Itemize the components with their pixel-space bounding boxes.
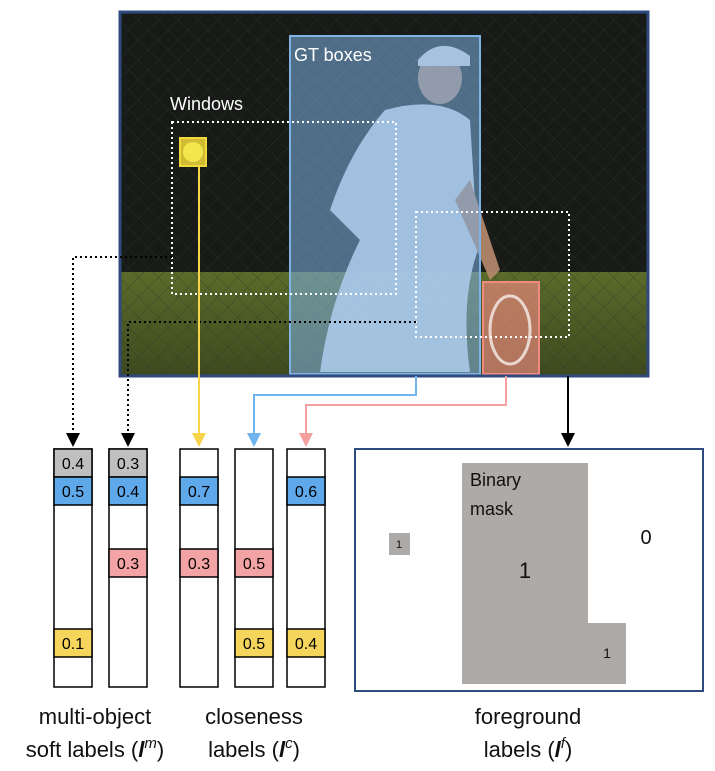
arrowhead-foreground (561, 433, 575, 447)
cell-pink (179, 548, 219, 578)
cell-gray (53, 448, 93, 478)
small-mask-racket (588, 623, 626, 684)
windows-label: Windows (170, 94, 243, 114)
caption-close-line2: labels (lc) (208, 735, 300, 762)
cell-value: 0.4 (295, 636, 317, 653)
caption-fg-line1: foreground (475, 704, 581, 729)
binary-label: Binary (470, 470, 521, 490)
cell-value: 0.4 (62, 456, 84, 473)
caption-closeness: closeness labels (lc) (205, 704, 303, 762)
arrowhead-pink (299, 433, 313, 447)
tennis-ball (183, 142, 203, 162)
background-value: 0 (640, 527, 651, 549)
cell-blue (53, 476, 93, 506)
arrowhead-multi2 (121, 433, 135, 447)
caption-close-line1: closeness (205, 704, 303, 729)
connectors (66, 166, 575, 447)
dotted-connector-window-1 (72, 256, 172, 440)
bar-multi-object-1: 0.4 0.5 0.1 (53, 448, 93, 688)
photo-frame (118, 10, 650, 378)
bar-closeness-2: 0.5 0.5 (234, 448, 274, 688)
mask-value-ball: 1 (396, 539, 402, 551)
gt-box-person (289, 35, 481, 375)
blue-connector (253, 376, 417, 437)
cell-value: 0.5 (243, 556, 265, 573)
photo-panel: GT boxes Windows (118, 10, 650, 378)
mask-value-big: 1 (519, 558, 531, 583)
cell-value: 0.4 (117, 484, 139, 501)
dotted-connector-window-2 (127, 321, 416, 440)
cell-value: 0.5 (62, 484, 84, 501)
racket-shape (488, 294, 532, 366)
binary-mask-region (462, 463, 588, 684)
cell-value: 0.3 (117, 556, 139, 573)
cell-yellow (286, 628, 326, 658)
caption-multi-line1: multi-object (39, 704, 151, 729)
bar-multi-object-2: 0.3 0.4 0.3 (108, 448, 148, 688)
window-2 (415, 211, 570, 338)
foreground-panel: Binary mask 1 0 1 1 (354, 448, 704, 692)
cell-blue (286, 476, 326, 506)
cell-value: 0.5 (243, 636, 265, 653)
mask-label: mask (470, 499, 514, 519)
cell-blue (179, 476, 219, 506)
cell-value: 0.3 (188, 556, 210, 573)
cell-pink (234, 548, 274, 578)
cell-value: 0.6 (295, 484, 317, 501)
arrowhead-blue (247, 433, 261, 447)
caption-fg-line2: labels (lf) (484, 735, 573, 762)
small-mask-ball (389, 533, 410, 555)
cell-yellow (53, 628, 93, 658)
cell-value: 0.7 (188, 484, 210, 501)
caption-foreground: foreground labels (lf) (475, 704, 581, 762)
mask-value-racket: 1 (603, 645, 611, 661)
caption-multi-object: multi-object soft labels (lm) (26, 704, 164, 762)
cell-pink (108, 548, 148, 578)
pink-connector (305, 376, 507, 437)
cell-blue (108, 476, 148, 506)
bar-closeness-1: 0.7 0.3 (179, 448, 219, 688)
cell-value: 0.1 (62, 636, 84, 653)
arrowhead-multi1 (66, 433, 80, 447)
arrowhead-yellow (192, 433, 206, 447)
cell-gray (108, 448, 148, 478)
cell-value: 0.3 (117, 456, 139, 473)
gt-boxes-label: GT boxes (294, 45, 372, 65)
window-1 (171, 121, 397, 295)
bar-closeness-3: 0.6 0.4 (286, 448, 326, 688)
cell-yellow (234, 628, 274, 658)
caption-multi-line2: soft labels (lm) (26, 735, 164, 762)
